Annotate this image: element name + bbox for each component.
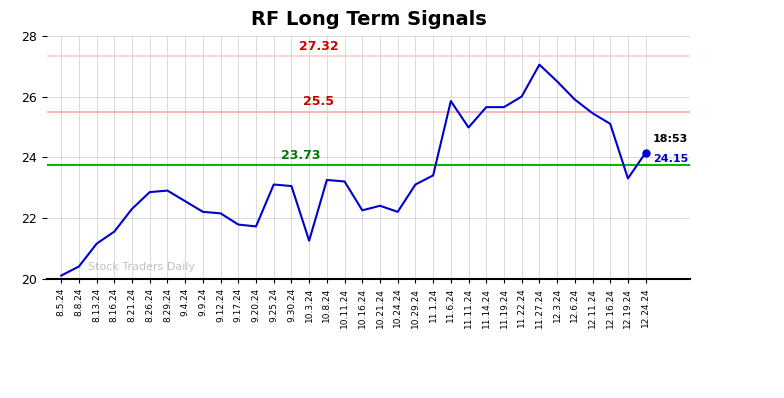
Point xyxy=(640,150,652,156)
Text: Stock Traders Daily: Stock Traders Daily xyxy=(88,262,195,272)
Text: 18:53: 18:53 xyxy=(653,134,688,144)
Title: RF Long Term Signals: RF Long Term Signals xyxy=(251,10,486,29)
Text: 25.5: 25.5 xyxy=(303,95,334,108)
Text: 24.15: 24.15 xyxy=(653,154,688,164)
Text: 27.32: 27.32 xyxy=(299,40,338,53)
Text: 23.73: 23.73 xyxy=(281,149,321,162)
